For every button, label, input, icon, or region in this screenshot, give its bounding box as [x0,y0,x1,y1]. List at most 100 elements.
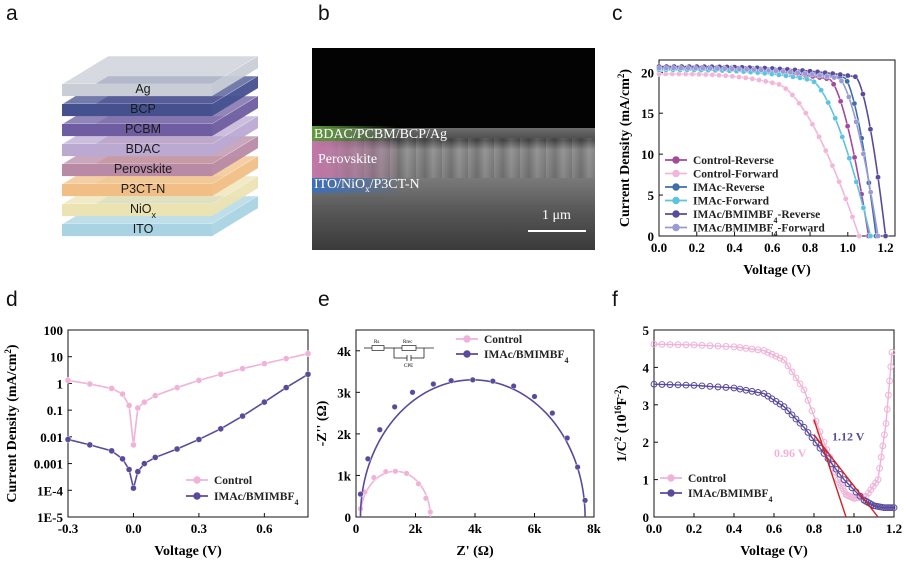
data-point [824,73,830,80]
data-point [531,393,538,400]
data-point [792,374,800,382]
data-point [789,92,796,98]
data-point [415,480,422,487]
data-point [809,121,816,128]
legend-swatch-marker [193,476,201,484]
data-point [217,425,224,433]
data-point [134,468,142,475]
data-point [152,454,159,461]
data-point [776,354,784,362]
data-point [700,65,706,72]
x-axis-label: Z' (Ω) [456,544,494,559]
y-tick-label: 1 [57,376,64,391]
device-layer-stack: ITO NiOx P3CT-N Perovskite BDAC PCBM BCP Ag [60,55,260,237]
data-point [702,71,709,78]
data-point [879,442,887,450]
data-point [885,391,892,399]
data-point [881,431,888,439]
data-point [816,72,823,79]
y-axis-label: 1/C2 (1016F-2) [613,384,630,462]
data-point [764,349,772,356]
legend-swatch-marker [672,196,680,205]
data-point [391,403,398,410]
x-tick-label: 0.4 [726,240,743,255]
data-point [721,65,728,72]
data-point [357,491,364,498]
data-point [837,71,844,78]
data-point [392,468,399,475]
y-tick-label: 2 [643,435,650,450]
data-point [836,470,844,478]
layer-label: ITO [133,222,154,236]
legend-label: IMAc/BMIMBF4 [484,349,568,365]
data-point [877,453,885,461]
data-point [722,343,730,350]
legend-item: Control-Reverse [665,155,774,167]
y-axis-label: Current Density (mA/cm2) [3,344,20,503]
layer-label: NiOx [130,202,157,220]
data-point [796,380,804,388]
data-point [239,412,246,420]
data-point [788,368,796,376]
data-point [108,447,115,455]
data-point [650,340,658,348]
legend-swatch-marker [463,335,471,343]
x-tick-label: 1.2 [877,240,893,255]
layer-label: Perovskite [114,162,172,176]
data-point [773,68,779,74]
legend-swatch-marker [672,210,680,218]
data-point [800,386,808,394]
layer-front-face [62,224,212,237]
data-point [709,72,716,78]
scale-bar [528,230,586,232]
data-point [195,436,203,443]
data-point [663,65,670,71]
data-point [736,74,742,80]
data-point [510,383,517,390]
data-point [751,66,757,73]
data-point [422,495,429,502]
layer-side-face [212,116,258,157]
data-point [840,476,848,484]
legend-swatch-marker [672,169,680,178]
data-point [690,341,698,349]
layer-front-face [62,104,212,117]
data-point [852,73,859,80]
data-point [800,423,808,431]
y-tick-label: 3 [643,398,650,413]
data-point [692,65,699,72]
panel-label-a: a [6,2,18,25]
panel-label-f: f [612,288,618,311]
panel-label-b: b [318,2,330,25]
series-1 [64,350,312,449]
y-tick-label: 15 [641,106,655,121]
legend-item: IMAc-Forward [665,196,770,208]
legend-label: IMAc-Reverse [693,182,765,194]
legend-swatch-marker [672,183,680,191]
series-6 [656,65,881,239]
y-tick-label: 0 [648,229,655,244]
data-point [489,378,496,385]
data-point [768,350,776,358]
data-point [64,377,72,384]
data-point [804,396,812,404]
data-point [370,474,377,481]
data-point [714,383,722,391]
x-tick-label: 0.0 [651,240,667,255]
data-point [86,380,94,388]
data-point [890,504,898,512]
data-point [722,72,729,79]
legend-swatch-marker [463,350,471,358]
data-point [846,94,852,100]
fit-line [813,434,879,518]
y-tick-label: 1k [337,468,352,483]
data-point [125,402,133,409]
series-line [67,352,309,445]
data-point [678,65,684,72]
data-point [364,455,371,462]
data-point [849,214,856,220]
layer-label: P3CT-N [121,182,165,196]
data-point [830,81,837,88]
data-point [876,464,884,472]
data-point [217,371,224,378]
